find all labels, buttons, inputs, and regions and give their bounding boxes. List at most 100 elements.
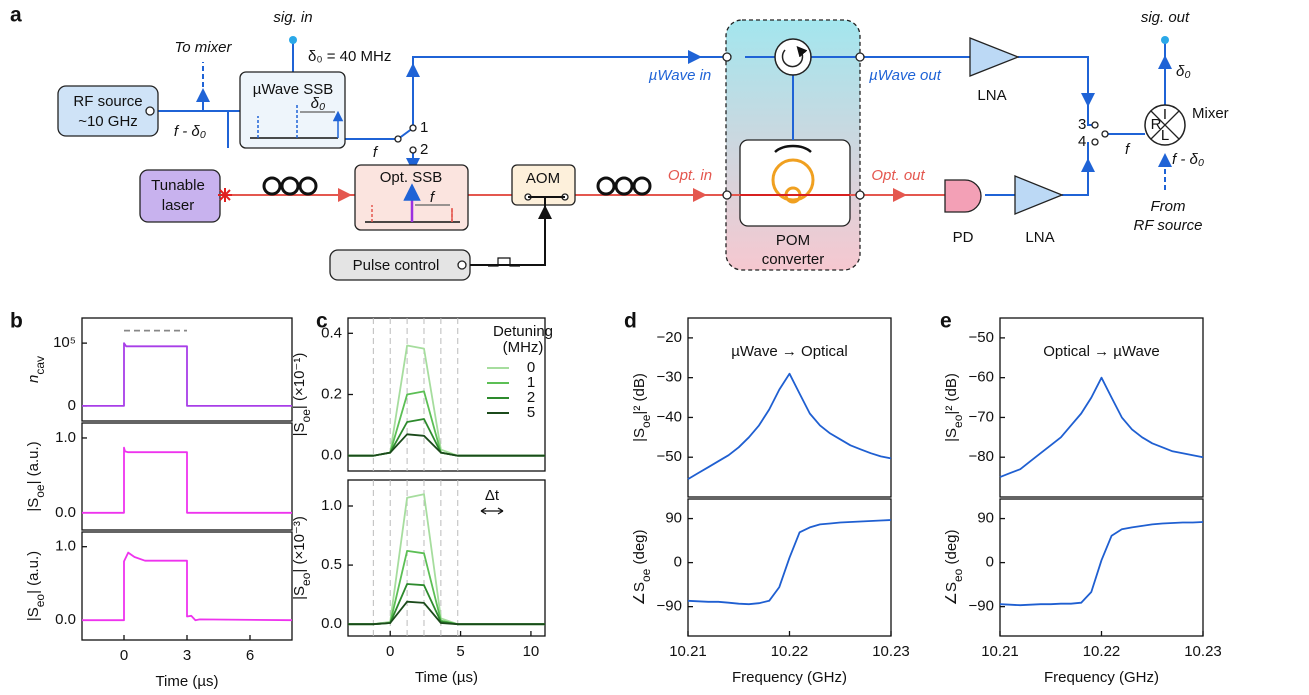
- x-axis-label: Frequency (GHz): [732, 669, 847, 686]
- series-line: [348, 550, 545, 626]
- annotation-arrow: [480, 507, 504, 515]
- y-axis-label: ncav: [25, 356, 47, 383]
- y-tick-label: −70: [969, 408, 994, 425]
- rf-source-box: [57, 85, 159, 137]
- y-axis-label-part: cav: [33, 356, 47, 375]
- x-tick-label: 5: [456, 643, 464, 660]
- y-tick-label: 0.0: [55, 504, 76, 521]
- y-axis-label-part: eo: [951, 414, 965, 428]
- y-tick-label: 0.0: [321, 447, 342, 464]
- y-axis-label: ∠Soe (deg): [631, 529, 653, 605]
- y-tick-label: 1.0: [321, 497, 342, 514]
- label: AOM: [526, 170, 560, 187]
- label: 2: [420, 141, 428, 158]
- label: Opt. SSB: [380, 169, 443, 186]
- label: POM: [776, 232, 810, 249]
- label: µWave SSB: [253, 81, 334, 98]
- plot-frame: [81, 317, 293, 422]
- plot-frame: [81, 422, 293, 531]
- y-axis-label-part: |S: [291, 586, 308, 600]
- x-tick-label: 6: [246, 647, 254, 664]
- y-tick-label: −60: [969, 369, 994, 386]
- label: R: [1151, 116, 1162, 133]
- y-axis-label-part: eo: [299, 572, 313, 586]
- y-tick-label: −90: [657, 598, 682, 615]
- y-axis-label-part: |S: [291, 422, 308, 436]
- series-line: [687, 519, 892, 606]
- y-axis-label-part: |S: [943, 428, 960, 442]
- legend-title: Detuning: [493, 323, 553, 340]
- label: sig. in: [273, 9, 312, 26]
- legend-title: (MHz): [503, 339, 544, 356]
- y-tick-label: 1.0: [55, 538, 76, 555]
- y-axis-label: |Soe|² (dB): [631, 373, 653, 442]
- label: 4: [1078, 133, 1086, 150]
- legend-label: 1: [527, 374, 535, 391]
- spectra: [250, 104, 460, 223]
- y-axis-label-part: eo: [951, 568, 965, 582]
- y-tick-label: 0.0: [321, 615, 342, 632]
- label: laser: [162, 197, 195, 214]
- x-tick-label: 10.22: [771, 643, 809, 660]
- y-axis-label-part: | (×10⁻¹): [291, 353, 308, 409]
- y-axis-label-part: |² (dB): [943, 373, 960, 414]
- y-axis-label-part: |S: [25, 498, 42, 512]
- label: f - δ₀: [1172, 151, 1204, 168]
- series-line: [348, 390, 545, 457]
- series-line: [999, 376, 1204, 478]
- x-tick-label: 10: [523, 643, 540, 660]
- y-axis-label: ∠Seo (deg): [943, 529, 965, 605]
- uwave-ssb-box: [239, 71, 346, 149]
- plot-frame: [347, 479, 546, 637]
- y-tick-label: −80: [969, 448, 994, 465]
- label: δ₀: [1176, 63, 1191, 80]
- y-tick-label: 0: [674, 554, 682, 571]
- fiber-coils: [262, 176, 652, 266]
- y-tick-label: −20: [657, 329, 682, 346]
- y-tick-label: 90: [977, 510, 994, 527]
- y-axis-label: |Seo| (a.u.): [25, 551, 47, 621]
- plot-frame: [687, 317, 892, 498]
- legend-label: 2: [527, 389, 535, 406]
- y-axis-label: |Soe| (×10⁻¹): [291, 353, 313, 437]
- label: ~10 GHz: [78, 113, 138, 130]
- label: From: [1151, 198, 1186, 215]
- y-axis-label-part: | (a.u.): [25, 551, 42, 594]
- y-tick-label: −50: [969, 329, 994, 346]
- series-line: [687, 372, 892, 480]
- plot-title: µWave → Optical: [731, 343, 847, 360]
- annotation: Δt: [485, 487, 500, 504]
- y-axis-label-part: |² (dB): [631, 373, 648, 414]
- plot-title: Optical → µWave: [1043, 343, 1159, 360]
- label: LNA: [1025, 229, 1054, 246]
- y-tick-label: −30: [657, 369, 682, 386]
- label: f: [1125, 141, 1131, 158]
- plot-frame: [999, 317, 1204, 498]
- y-axis-label: |Seo| (×10⁻³): [291, 516, 313, 600]
- x-tick-label: 10.21: [669, 643, 707, 660]
- panel-label: a: [10, 4, 22, 27]
- y-axis-label-part: eo: [33, 594, 47, 608]
- y-axis-label-part: ∠S: [631, 582, 648, 605]
- label: sig. out: [1141, 9, 1190, 26]
- label: δ₀ = 40 MHz: [308, 48, 391, 65]
- label: f - δ₀: [174, 123, 206, 140]
- y-tick-label: 0.0: [55, 611, 76, 628]
- panel-label: c: [316, 310, 328, 333]
- label: Mixer: [1192, 105, 1229, 122]
- y-tick-label: 90: [665, 510, 682, 527]
- microwave-paths: [158, 40, 1172, 196]
- label: Tunable: [151, 177, 205, 194]
- series-line: [348, 344, 545, 457]
- ports: [145, 52, 1109, 270]
- y-axis-label-part: |S: [25, 607, 42, 621]
- y-axis-label-part: oe: [639, 568, 653, 582]
- y-axis-label-part: (deg): [631, 529, 648, 568]
- y-tick-label: −50: [657, 448, 682, 465]
- y-axis-label-part: | (a.u.): [25, 441, 42, 484]
- x-tick-label: 0: [120, 647, 128, 664]
- panel-label: b: [10, 310, 23, 333]
- y-tick-label: 0: [986, 554, 994, 571]
- series-line: [999, 521, 1204, 607]
